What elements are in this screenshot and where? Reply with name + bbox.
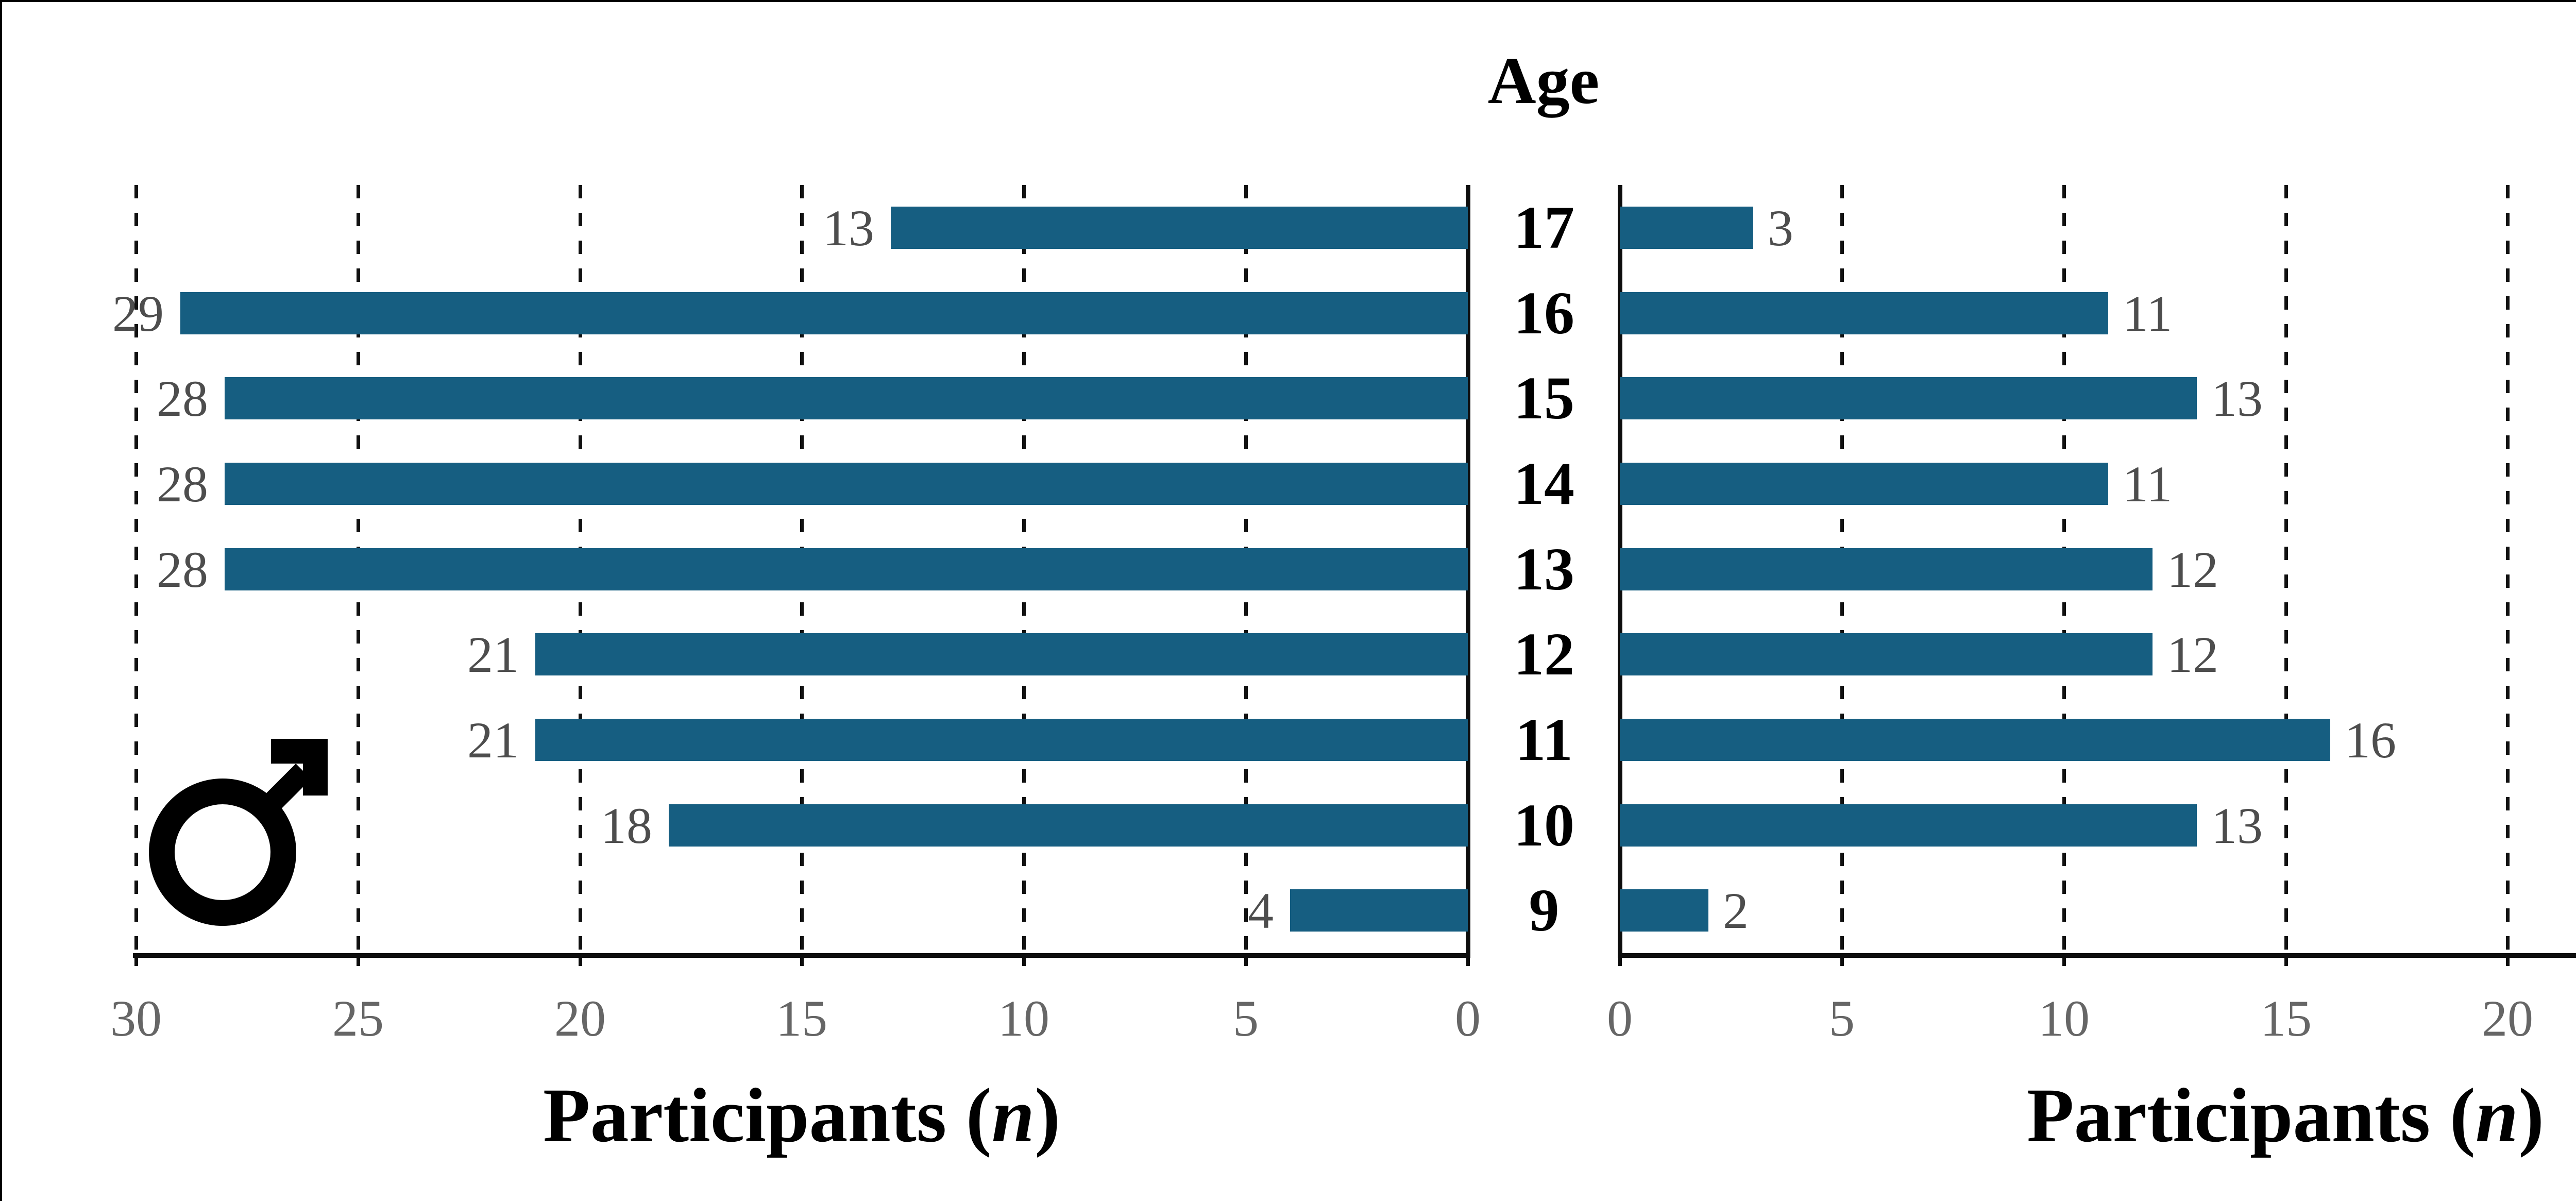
age-category-label-12: 12 (1514, 620, 1574, 688)
x-tick-label-right-20: 20 (2482, 990, 2533, 1047)
bar-female-age-12 (1620, 633, 2153, 675)
bar-value-male-age-17: 13 (823, 199, 874, 257)
bar-male-age-13 (225, 548, 1468, 590)
x-axis-tick-left-30 (134, 958, 138, 966)
bar-value-male-age-15: 28 (157, 369, 208, 427)
bar-male-age-12 (535, 633, 1468, 675)
bar-value-male-age-12: 21 (467, 625, 519, 683)
x-axis-title-left: Participants (n) (543, 1071, 1060, 1160)
bar-male-age-14 (225, 463, 1468, 505)
x-tick-label-left-10: 10 (998, 990, 1049, 1047)
y-axis-line-left (1466, 185, 1470, 958)
x-tick-label-left-25: 25 (332, 990, 384, 1047)
bar-value-female-age-9: 2 (1723, 882, 1749, 939)
x-axis-tick-left-15 (800, 958, 804, 966)
gridline-left-30 (134, 185, 138, 953)
bar-female-age-10 (1620, 804, 2197, 847)
bar-value-male-age-13: 28 (157, 540, 208, 598)
x-tick-label-left-15: 15 (776, 990, 827, 1047)
x-axis-title-n-italic: n (2475, 1073, 2519, 1158)
bar-value-female-age-13: 12 (2167, 540, 2218, 598)
bar-value-female-age-15: 13 (2211, 369, 2263, 427)
bar-value-female-age-17: 3 (1768, 199, 1793, 257)
x-tick-label-left-30: 30 (110, 990, 162, 1047)
bar-female-age-11 (1620, 719, 2330, 761)
x-tick-label-right-0: 0 (1607, 990, 1633, 1047)
x-tick-label-right-10: 10 (2038, 990, 2090, 1047)
male-symbol-icon (149, 739, 328, 926)
x-axis-tick-right-15 (2284, 958, 2288, 966)
age-category-label-17: 17 (1514, 194, 1574, 261)
x-axis-tick-left-20 (579, 958, 582, 966)
x-axis-tick-left-10 (1022, 958, 1026, 966)
x-axis-tick-right-5 (1840, 958, 1844, 966)
bar-female-age-16 (1620, 292, 2108, 334)
chart-title: Age (1487, 44, 1600, 118)
x-axis-title-n-italic: n (991, 1073, 1035, 1158)
x-axis-title-right: Participants (n) (2027, 1071, 2544, 1160)
x-axis-title-text: ) (2518, 1073, 2545, 1158)
bar-female-age-17 (1620, 207, 1753, 249)
bar-male-age-17 (891, 207, 1468, 249)
gridline-right-15 (2284, 185, 2288, 953)
age-category-label-13: 13 (1514, 535, 1574, 603)
x-axis-tick-right-0 (1618, 958, 1622, 966)
bar-value-female-age-11: 16 (2345, 711, 2396, 769)
bar-value-female-age-10: 13 (2211, 797, 2263, 854)
bar-female-age-15 (1620, 377, 2197, 419)
x-axis-title-text: Participants ( (2026, 1073, 2476, 1158)
x-axis-tick-left-5 (1244, 958, 1248, 966)
x-axis-title-text: Participants ( (543, 1073, 992, 1158)
bar-value-male-age-14: 28 (157, 455, 208, 513)
age-category-label-9: 9 (1529, 876, 1560, 944)
x-axis-tick-left-0 (1466, 958, 1470, 966)
bar-value-female-age-16: 11 (2123, 284, 2173, 342)
bar-value-male-age-9: 4 (1248, 882, 1274, 939)
x-axis-tick-right-20 (2506, 958, 2510, 966)
x-tick-label-left-20: 20 (554, 990, 606, 1047)
bar-value-female-age-12: 12 (2167, 625, 2218, 683)
bar-male-age-16 (180, 292, 1468, 334)
bar-value-female-age-14: 11 (2123, 455, 2173, 513)
bar-female-age-14 (1620, 463, 2108, 505)
bar-male-age-10 (669, 804, 1468, 847)
age-category-label-16: 16 (1514, 279, 1574, 347)
age-category-label-10: 10 (1514, 791, 1574, 859)
x-axis-tick-right-10 (2062, 958, 2066, 966)
bar-value-male-age-16: 29 (112, 284, 164, 342)
bar-value-male-age-10: 18 (601, 797, 652, 854)
x-tick-label-left-5: 5 (1233, 990, 1259, 1047)
bar-value-male-age-11: 21 (467, 711, 519, 769)
x-axis-title-text: ) (1035, 1073, 1061, 1158)
x-tick-label-right-5: 5 (1829, 990, 1855, 1047)
bar-male-age-9 (1290, 889, 1468, 932)
age-category-label-11: 11 (1515, 706, 1573, 773)
x-axis-line-right (1618, 953, 2576, 958)
x-axis-tick-left-25 (357, 958, 360, 966)
bar-female-age-13 (1620, 548, 2153, 590)
bar-male-age-15 (225, 377, 1468, 419)
gridline-right-20 (2506, 185, 2510, 953)
x-tick-label-right-15: 15 (2260, 990, 2312, 1047)
age-category-label-15: 15 (1514, 364, 1574, 432)
age-category-label-14: 14 (1514, 450, 1574, 517)
x-axis-line-left (133, 953, 1470, 958)
bar-female-age-9 (1620, 889, 1708, 932)
bar-male-age-11 (535, 719, 1468, 761)
x-tick-label-left-0: 0 (1455, 990, 1481, 1047)
